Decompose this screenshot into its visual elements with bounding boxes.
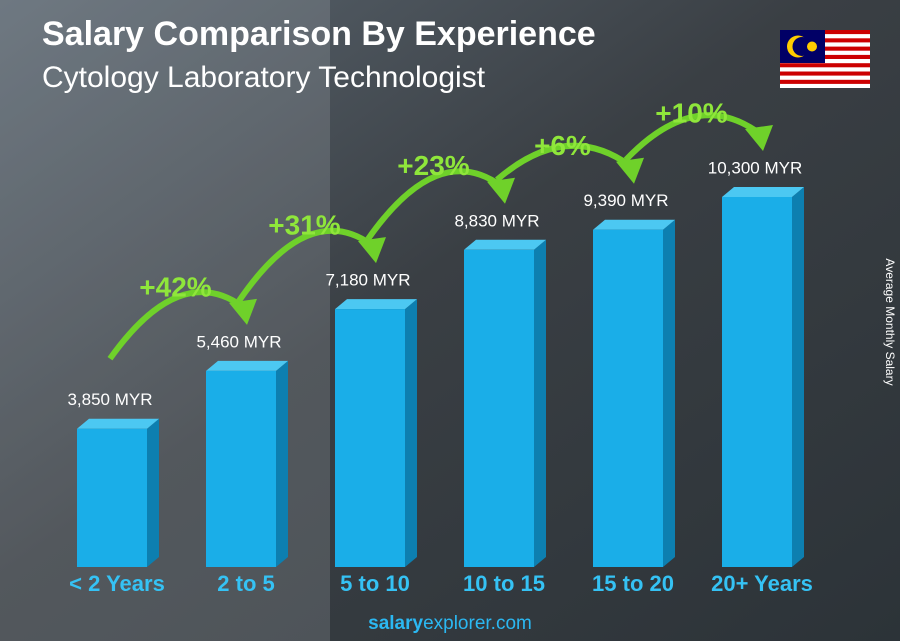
change-label: +6% (534, 130, 591, 161)
value-label: 5,460 MYR (196, 332, 281, 351)
flag-star (807, 41, 817, 52)
change-arrow (107, 289, 245, 361)
change-arrow (236, 227, 374, 303)
change-arrow (365, 168, 503, 241)
chart-title: Salary Comparison By Experience (42, 15, 596, 53)
bar (77, 428, 147, 567)
value-label: 7,180 MYR (325, 271, 410, 290)
value-label: 8,830 MYR (454, 211, 539, 230)
change-arrowhead (616, 157, 644, 184)
bar (464, 249, 534, 567)
bar (335, 309, 405, 567)
footer: salaryexplorer.com (368, 613, 532, 634)
bar-top (722, 187, 804, 197)
change-arrowhead (487, 177, 515, 204)
bar-side (276, 360, 288, 567)
bar-top (206, 360, 288, 371)
flag-moon-cut (792, 37, 812, 56)
change-label: +23% (397, 150, 469, 181)
bar-side (147, 418, 159, 567)
bar-top (593, 219, 675, 230)
bar-top (77, 418, 159, 429)
bar (206, 370, 276, 567)
footer-bold: salary (368, 613, 423, 634)
bar (722, 197, 792, 567)
change-label: +42% (139, 271, 211, 302)
flag-stripe (780, 63, 870, 68)
bar-top (464, 239, 546, 250)
change-arrow (623, 112, 761, 162)
bar-side (663, 219, 675, 567)
bar-side (792, 187, 804, 567)
x-tick-label: 10 to 15 (463, 571, 545, 596)
value-label: 10,300 MYR (708, 158, 803, 177)
flag-stripe (780, 79, 870, 84)
bar-side (534, 239, 546, 567)
change-label: +31% (268, 209, 340, 240)
x-tick-label: 15 to 20 (592, 571, 674, 596)
value-label: 9,390 MYR (583, 191, 668, 210)
change-arrow (495, 142, 632, 183)
flag-stripe (780, 71, 870, 76)
chart-subtitle: Cytology Laboratory Technologist (42, 61, 486, 94)
x-tick-label: < 2 Years (69, 571, 165, 596)
flag (780, 30, 870, 88)
x-tick-label: 5 to 10 (340, 571, 410, 596)
footer-rest: explorer.com (423, 613, 532, 634)
change-arrowhead (745, 125, 773, 151)
bar-top (335, 299, 417, 310)
change-arrowhead (229, 298, 257, 325)
change-label: +10% (655, 97, 727, 128)
y-axis-label: Average Monthly Salary (883, 258, 897, 385)
x-tick-label: 2 to 5 (217, 571, 274, 596)
value-label: 3,850 MYR (67, 390, 152, 409)
x-tick-label: 20+ Years (711, 571, 813, 596)
bar (593, 229, 663, 567)
bar-side (405, 299, 417, 567)
change-arrowhead (358, 237, 386, 264)
